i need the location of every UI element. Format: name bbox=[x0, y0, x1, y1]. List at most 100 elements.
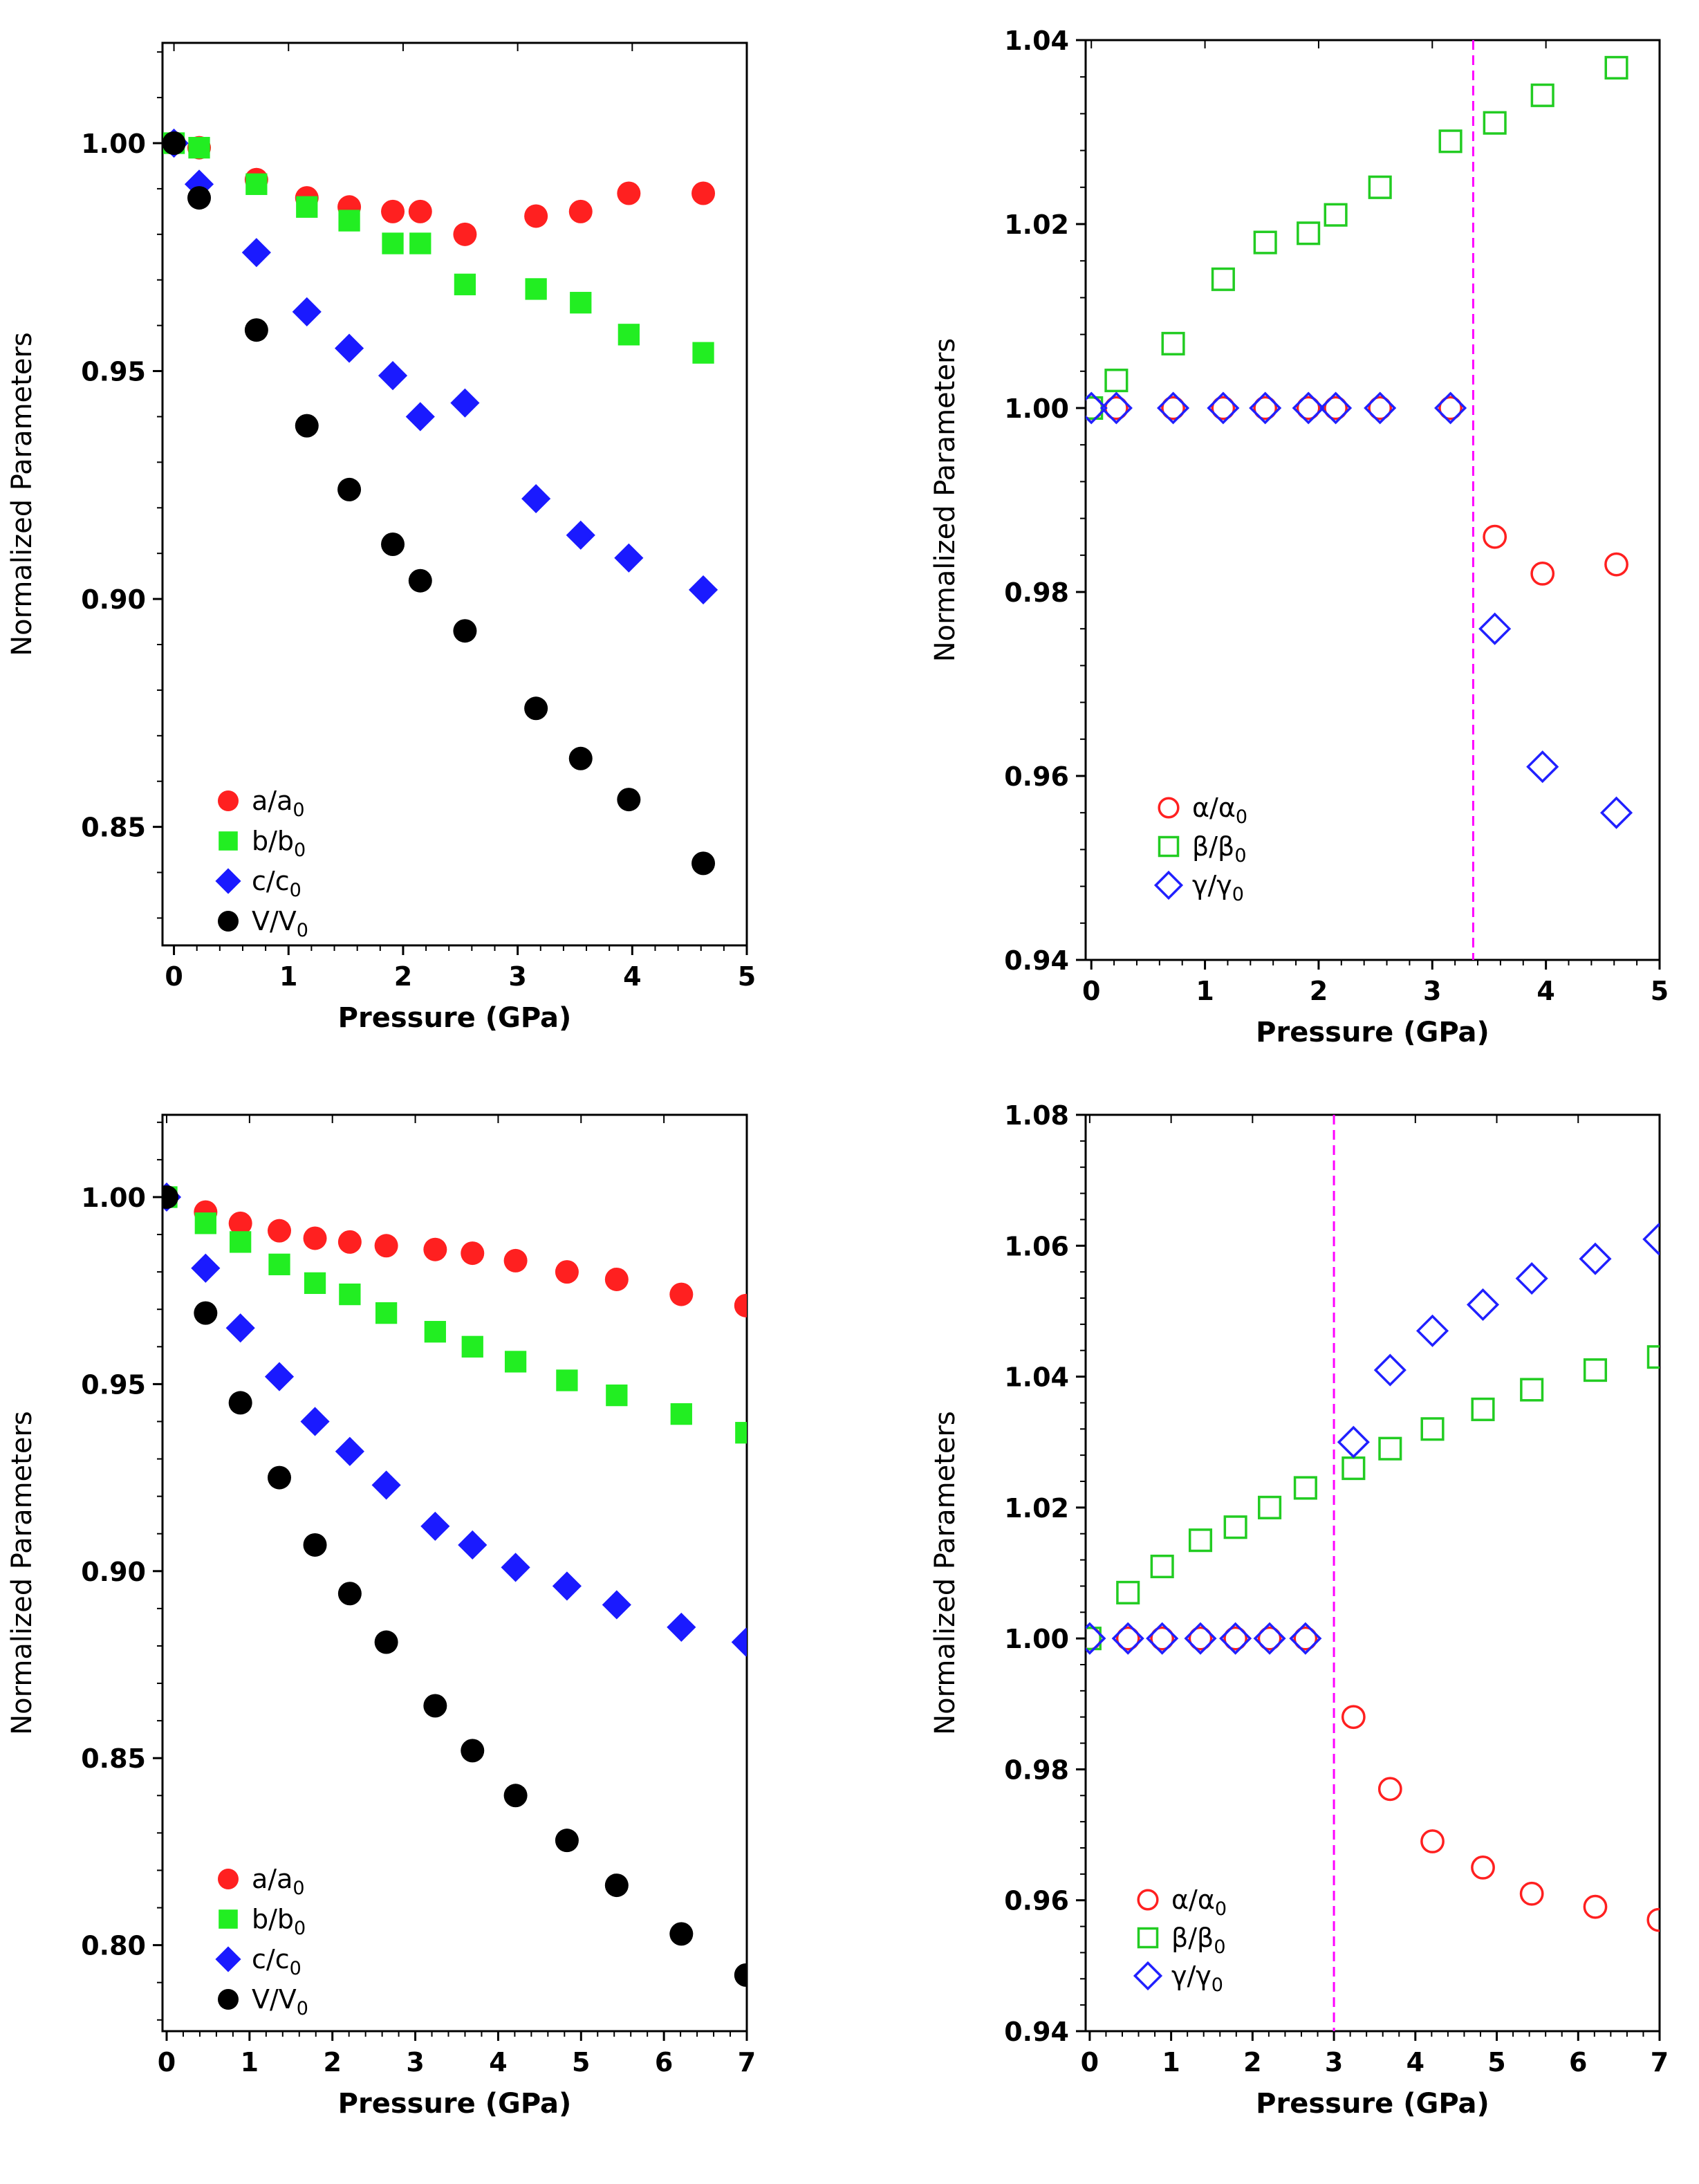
legend-label: α/α0 bbox=[1192, 793, 1247, 828]
legend-label: β/β0 bbox=[1171, 1923, 1226, 1958]
data-point bbox=[292, 297, 322, 326]
data-points bbox=[163, 128, 718, 876]
data-point bbox=[303, 1533, 327, 1557]
data-point bbox=[552, 1571, 582, 1601]
data-point bbox=[194, 1301, 218, 1325]
y-axis-title: Normalized Parameters bbox=[929, 1411, 961, 1735]
data-points bbox=[1086, 1223, 1660, 1932]
legend-label-text: γ/γ bbox=[1171, 1961, 1211, 1991]
data-point bbox=[1642, 1223, 1660, 1256]
plot-frame bbox=[1084, 39, 1661, 961]
legend-label-text: a/a bbox=[252, 1864, 293, 1894]
data-point bbox=[566, 520, 595, 550]
data-point bbox=[188, 136, 210, 159]
data-point bbox=[268, 1253, 290, 1275]
y-tick-label: 0.98 bbox=[1004, 577, 1069, 608]
legend-label-text: γ/γ bbox=[1192, 870, 1232, 900]
legend-marker bbox=[218, 911, 239, 932]
x-axis-title: Pressure (GPa) bbox=[338, 2088, 572, 2120]
data-point bbox=[1583, 1358, 1608, 1382]
data-point bbox=[228, 1391, 252, 1415]
data-point bbox=[1150, 1554, 1174, 1579]
data-point bbox=[556, 1369, 578, 1391]
x-tick-label: 3 bbox=[1423, 976, 1441, 1006]
legend-marker bbox=[218, 1989, 239, 2010]
data-point bbox=[1324, 203, 1348, 227]
legend-label-text: b/b bbox=[252, 1904, 294, 1934]
legend-label-text: β/β bbox=[1192, 831, 1234, 862]
data-point bbox=[1471, 1856, 1495, 1880]
data-point bbox=[1604, 55, 1628, 80]
data-point bbox=[191, 1253, 221, 1283]
series-0 bbox=[163, 131, 716, 246]
data-point bbox=[163, 131, 186, 155]
series-2 bbox=[163, 1182, 747, 1657]
data-point bbox=[617, 788, 641, 812]
data-point bbox=[1530, 83, 1554, 107]
data-point bbox=[617, 181, 641, 205]
data-point bbox=[225, 1313, 255, 1343]
legend-label-subscript: 0 bbox=[1214, 1936, 1225, 1958]
legend-label-subscript: 0 bbox=[1211, 1974, 1223, 1996]
data-point bbox=[1161, 331, 1185, 355]
x-tick-label: 1 bbox=[1162, 2047, 1180, 2077]
x-tick-label: 4 bbox=[1406, 2047, 1424, 2077]
series-1 bbox=[1086, 1345, 1660, 1651]
data-point bbox=[303, 1226, 327, 1250]
data-point bbox=[409, 232, 431, 255]
data-point bbox=[461, 1241, 485, 1266]
legend-label: c/c0 bbox=[252, 1944, 301, 1979]
series-1 bbox=[1086, 55, 1628, 420]
data-point bbox=[337, 1582, 362, 1606]
chart-top-right: 0 1 2 3 4 5 0.94 0.96 0.98 1.00 1.02 1.04 Pressure (… bbox=[929, 26, 1669, 1048]
data-point bbox=[461, 1739, 485, 1763]
legend-marker bbox=[215, 1946, 241, 1972]
legend-label-subscript: 0 bbox=[294, 1918, 306, 1939]
data-point bbox=[300, 1407, 330, 1436]
legend-label: b/b0 bbox=[252, 826, 306, 861]
data-point bbox=[1438, 129, 1463, 154]
data-point bbox=[667, 1612, 696, 1642]
y-tick-label: 0.95 bbox=[81, 1369, 146, 1400]
data-point bbox=[1520, 1378, 1544, 1402]
data-point bbox=[1373, 1353, 1406, 1387]
y-tick-label: 0.96 bbox=[1004, 1886, 1069, 1916]
data-point bbox=[1223, 1515, 1247, 1539]
data-point bbox=[381, 199, 405, 223]
data-point bbox=[1324, 396, 1348, 420]
data-point bbox=[335, 1436, 364, 1466]
data-point bbox=[618, 324, 640, 346]
y-tick-label: 1.00 bbox=[1004, 394, 1069, 424]
x-tick-label: 0 bbox=[1081, 2047, 1099, 2077]
y-tick-label: 0.85 bbox=[81, 813, 146, 843]
legend-label-text: α/α bbox=[1192, 793, 1236, 823]
legend-label-text: V/V bbox=[252, 1984, 297, 2015]
data-point bbox=[570, 292, 592, 314]
data-point bbox=[1377, 1777, 1402, 1802]
legend-label-subscript: 0 bbox=[1232, 884, 1244, 905]
x-tick-label: 3 bbox=[508, 961, 526, 992]
legend-label: c/c0 bbox=[252, 866, 301, 901]
data-point bbox=[1530, 562, 1555, 586]
data-point bbox=[1116, 1580, 1140, 1604]
data-point bbox=[501, 1553, 530, 1582]
data-point bbox=[525, 278, 547, 300]
series-2 bbox=[163, 128, 718, 604]
y-tick-label: 1.00 bbox=[81, 129, 146, 159]
data-point bbox=[1292, 391, 1325, 425]
legend-label: γ/γ0 bbox=[1171, 1961, 1223, 1996]
x-tick-label: 0 bbox=[165, 961, 183, 992]
data-point bbox=[604, 1873, 629, 1898]
series-2 bbox=[1086, 1223, 1660, 1655]
data-point bbox=[606, 1384, 628, 1407]
y-axis-title: Normalized Parameters bbox=[6, 332, 38, 656]
x-tick-label: 7 bbox=[1651, 2047, 1669, 2077]
data-point bbox=[268, 1465, 291, 1490]
x-tick-label: 5 bbox=[1651, 976, 1669, 1006]
y-axis-title: Normalized Parameters bbox=[929, 338, 961, 663]
legend-label-subscript: 0 bbox=[1234, 845, 1246, 867]
data-point bbox=[1341, 1705, 1366, 1730]
data-point bbox=[334, 333, 364, 363]
data-point bbox=[1188, 1626, 1213, 1651]
data-point bbox=[1438, 396, 1463, 420]
